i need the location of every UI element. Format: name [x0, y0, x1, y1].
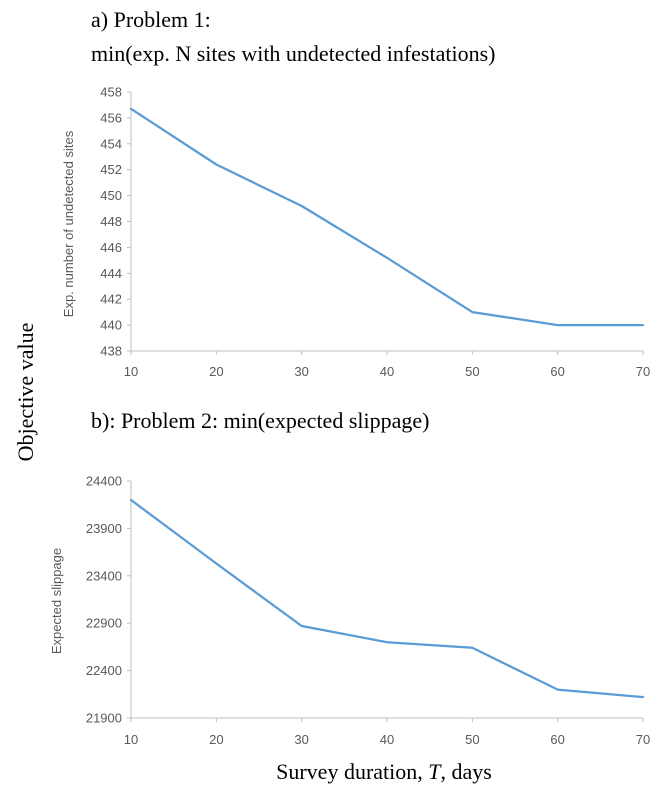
x-tick-label: 70 — [636, 364, 650, 379]
y-tick-label: 442 — [100, 292, 122, 307]
chart-b-x-ticks: 10 20 30 40 50 60 70 — [124, 718, 650, 747]
y-tick-label: 458 — [100, 85, 122, 100]
y-tick-label: 24400 — [86, 474, 122, 489]
x-tick-label: 60 — [550, 364, 564, 379]
chart-a-axes — [130, 92, 643, 352]
y-tick-label: 23400 — [86, 568, 122, 583]
chart-b-y-axis-label: Expected slippage — [49, 548, 64, 654]
chart-b-y-ticks: 21900 22400 22900 23400 23900 24400 — [86, 474, 131, 726]
x-tick-label: 50 — [465, 732, 479, 747]
chart-b-axes — [130, 481, 643, 719]
x-tick-label: 10 — [124, 732, 138, 747]
x-tick-label: 20 — [209, 364, 223, 379]
chart-a-title-line2: min(exp. N sites with undetected infesta… — [91, 41, 495, 66]
x-tick-label: 30 — [294, 732, 308, 747]
chart-panel-a: a) Problem 1: min(exp. N sites with unde… — [61, 7, 650, 379]
x-axis-label-variable: T — [428, 759, 442, 784]
y-tick-label: 454 — [100, 136, 122, 151]
y-tick-label: 21900 — [86, 711, 122, 726]
y-tick-label: 448 — [100, 214, 122, 229]
chart-a-y-axis-label: Exp. number of undetected sites — [61, 130, 76, 317]
y-tick-label: 22400 — [86, 663, 122, 678]
chart-a-x-ticks: 10 20 30 40 50 60 70 — [124, 351, 650, 379]
y-tick-label: 452 — [100, 162, 122, 177]
x-tick-label: 30 — [294, 364, 308, 379]
chart-a-series-line — [129, 107, 645, 327]
x-tick-label: 20 — [209, 732, 223, 747]
y-tick-label: 22900 — [86, 616, 122, 631]
y-tick-label: 438 — [100, 344, 122, 359]
y-tick-label: 456 — [100, 110, 122, 125]
x-axis-label-suffix: , days — [441, 759, 492, 784]
y-tick-label: 450 — [100, 188, 122, 203]
chart-a-series — [129, 107, 645, 327]
x-axis-label-prefix: Survey duration, — [276, 759, 428, 784]
y-tick-label: 444 — [100, 266, 122, 281]
chart-panel-b: b): Problem 2: min(expected slippage) Ex… — [49, 408, 650, 747]
chart-b-series-line — [129, 498, 645, 699]
x-tick-label: 50 — [465, 364, 479, 379]
x-tick-label: 70 — [636, 732, 650, 747]
chart-b-title: b): Problem 2: min(expected slippage) — [91, 408, 429, 433]
y-tick-label: 446 — [100, 240, 122, 255]
y-tick-label: 440 — [100, 318, 122, 333]
y-tick-label: 23900 — [86, 521, 122, 536]
chart-b-series — [129, 498, 645, 699]
x-tick-label: 40 — [380, 364, 394, 379]
x-tick-label: 40 — [380, 732, 394, 747]
chart-a-y-ticks: 438 440 442 444 446 448 450 452 454 456 458 — [100, 85, 131, 359]
overall-y-axis-label: Objective value — [13, 323, 38, 462]
x-tick-label: 60 — [550, 732, 564, 747]
chart-a-title-line1: a) Problem 1: — [91, 7, 211, 32]
overall-x-axis-label: Survey duration, T, days — [276, 759, 492, 784]
x-tick-label: 10 — [124, 364, 138, 379]
